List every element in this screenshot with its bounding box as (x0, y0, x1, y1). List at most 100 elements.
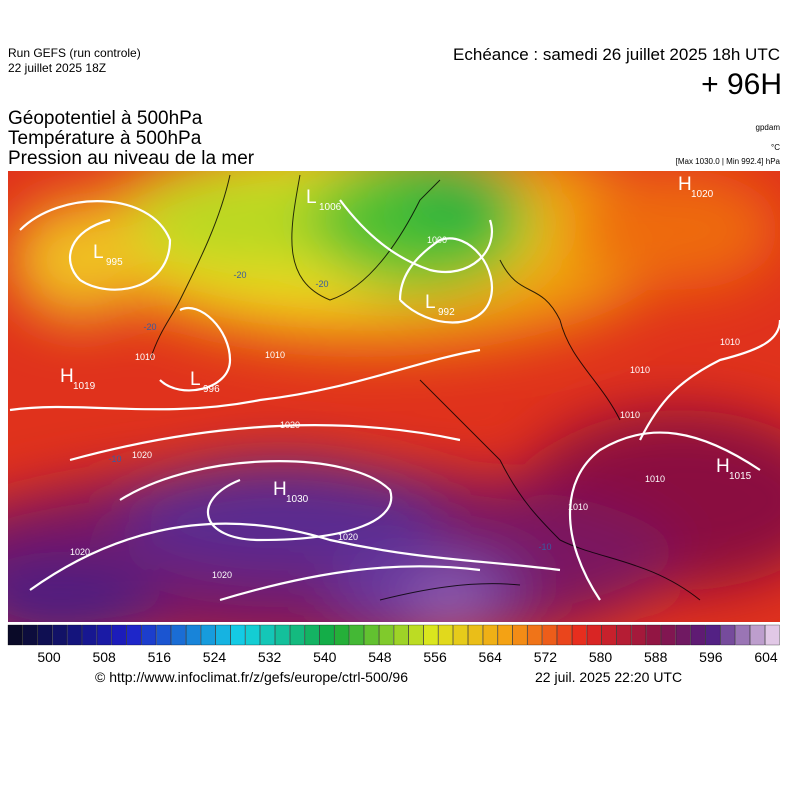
scale-swatch (230, 624, 246, 646)
scale-tick-label: 532 (258, 649, 282, 665)
scale-swatch (111, 624, 127, 646)
scale-swatch (453, 624, 468, 646)
center-value: 1015 (729, 471, 752, 482)
scale-swatch (661, 624, 676, 646)
scale-swatch (7, 624, 23, 646)
isobar-label: 1010 (630, 365, 650, 375)
center-value: 1030 (286, 494, 309, 505)
center-symbol: H (716, 456, 730, 477)
scale-swatch (720, 624, 736, 646)
scale-swatch (557, 624, 572, 646)
scale-swatch (675, 624, 691, 646)
scale-tick-label: 500 (37, 649, 61, 665)
scale-swatch (572, 624, 587, 646)
field-name: Pression au niveau de la mer (8, 148, 255, 169)
scale-swatch (141, 624, 157, 646)
scale-swatch (37, 624, 53, 646)
map-field (8, 171, 780, 622)
unit: gpdam (755, 123, 780, 132)
scale-tick-label: 556 (423, 649, 447, 665)
scale-swatch (601, 624, 617, 646)
scale-swatch (319, 624, 335, 646)
center-symbol: L (93, 242, 104, 263)
isotherm-label: -10 (108, 454, 121, 464)
center-symbol: L (190, 369, 201, 390)
isobar-label: 1010 (620, 410, 640, 420)
scale-swatch (705, 624, 721, 646)
isobar-label: 1010 (720, 337, 740, 347)
lead-time: + 96H (701, 68, 782, 101)
unit: °C (771, 143, 780, 152)
scale-swatch (527, 624, 543, 646)
scale-swatch (186, 624, 201, 646)
scale-tick-label: 540 (313, 649, 337, 665)
isobar-label: 1020 (132, 450, 152, 460)
scale-swatch (586, 624, 602, 646)
scale-swatch (156, 624, 171, 646)
isobar-label: 1010 (645, 474, 665, 484)
center-value: 1019 (73, 381, 96, 392)
scale-swatch (67, 624, 82, 646)
scale-swatch (482, 624, 498, 646)
isobar-label: 1020 (338, 532, 358, 542)
isotherm-label: -20 (233, 270, 246, 280)
isotherm-label: -10 (538, 542, 551, 552)
scale-tick-label: 604 (754, 649, 778, 665)
scale-swatch (423, 624, 439, 646)
scale-swatch (82, 624, 97, 646)
scale-swatch (304, 624, 320, 646)
center-symbol: L (425, 292, 436, 313)
scale-swatch (616, 624, 632, 646)
scale-tick-label: 596 (699, 649, 723, 665)
scale-swatch (171, 624, 186, 646)
scale-swatch (735, 624, 750, 646)
scale-swatch (200, 624, 216, 646)
scale-swatch (379, 624, 394, 646)
center-symbol: L (306, 187, 317, 208)
scale-swatch (631, 624, 647, 646)
scale-swatch (275, 624, 290, 646)
isobar-label: 1010 (568, 502, 588, 512)
scale-swatch (334, 624, 350, 646)
scale-tick-label: 588 (644, 649, 668, 665)
isobar-label: 1020 (70, 547, 90, 557)
isobar-label: 1000 (427, 235, 447, 245)
center-value: 992 (438, 307, 455, 318)
scale-tick-label: 580 (589, 649, 613, 665)
scale-swatch (690, 624, 706, 646)
center-value: 996 (203, 384, 220, 395)
center-symbol: H (60, 366, 74, 387)
scale-swatch (408, 624, 424, 646)
scale-tick-label: 516 (148, 649, 172, 665)
scale-swatch (349, 624, 364, 646)
scale-swatch (364, 624, 379, 646)
scale-tick-label: 572 (534, 649, 558, 665)
scale-swatch (750, 624, 765, 646)
isotherm-label: -20 (143, 322, 156, 332)
isobar-label: 1010 (265, 350, 285, 360)
scale-swatch (438, 624, 454, 646)
unit: [Max 1030.0 | Min 992.4] hPa (675, 157, 780, 166)
center-symbol: H (678, 174, 692, 195)
color-scale: 500 508 516 524 532 540 548 556 564 572 580 588 596 6… (7, 624, 780, 665)
scale-swatch (393, 624, 409, 646)
scale-swatch (126, 624, 142, 646)
field-name: Géopotentiel à 500hPa (8, 108, 203, 129)
field-name: Température à 500hPa (8, 128, 202, 149)
scale-tick-label: 548 (368, 649, 392, 665)
run-date: 22 juillet 2025 18Z (8, 61, 107, 75)
isotherm-label: -20 (315, 279, 328, 289)
isobar-label: 1020 (212, 570, 232, 580)
center-value: 1020 (691, 189, 714, 200)
isobar-label: 1020 (280, 420, 300, 430)
run-label: Run GEFS (run controle) (8, 46, 141, 60)
scale-swatch (245, 624, 261, 646)
scale-swatch (289, 624, 305, 646)
isobar-label: 1010 (135, 352, 155, 362)
scale-tick-label: 524 (203, 649, 227, 665)
scale-tick-label: 508 (92, 649, 116, 665)
scale-swatch (497, 624, 513, 646)
scale-swatch (215, 624, 231, 646)
valid-time: Echéance : samedi 26 juillet 2025 18h UT… (453, 45, 780, 64)
